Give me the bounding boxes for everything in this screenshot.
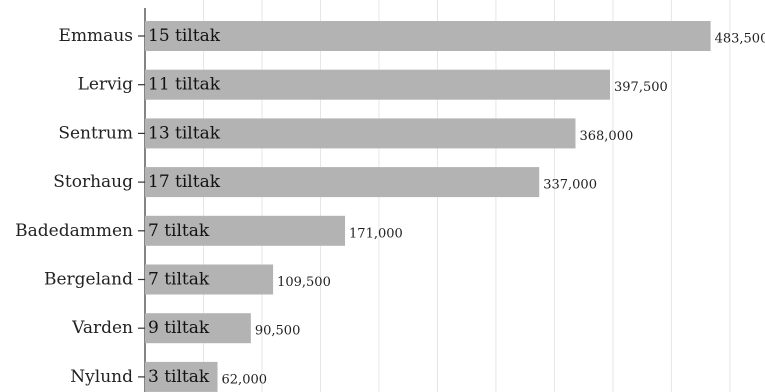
bar-inner-label: 7 tiltak — [148, 221, 210, 241]
bars-group: Emmaus 15 tiltak 483,500 Lervig 11 tiltak 397… — [15, 21, 765, 392]
category-label: Bergeland — [44, 270, 133, 290]
category-label: Badedammen — [15, 221, 133, 241]
bar-inner-label: 15 tiltak — [148, 26, 221, 46]
bar — [145, 118, 576, 149]
bar-inner-label: 9 tiltak — [148, 318, 210, 338]
category-label: Lervig — [78, 75, 134, 95]
category-label: Nylund — [70, 367, 133, 387]
value-label: 483,500 — [715, 32, 765, 47]
value-label: 171,000 — [349, 226, 403, 241]
bar — [145, 313, 251, 344]
bar — [145, 215, 346, 246]
category-label: Emmaus — [59, 26, 133, 46]
category-label: Sentrum — [58, 123, 133, 143]
value-label: 337,000 — [543, 178, 597, 193]
value-label: 90,500 — [255, 324, 301, 339]
bar — [145, 69, 610, 100]
bar — [145, 264, 274, 295]
category-label: Varden — [71, 318, 133, 338]
bar-inner-label: 7 tiltak — [148, 270, 210, 290]
bar — [145, 167, 540, 198]
bar-inner-label: 17 tiltak — [148, 172, 221, 192]
bar — [145, 361, 218, 392]
value-label: 397,500 — [614, 80, 668, 95]
bar-inner-label: 3 tiltak — [148, 367, 210, 387]
bar — [145, 21, 711, 51]
value-label: 368,000 — [579, 129, 633, 144]
bar-inner-label: 11 tiltak — [148, 75, 221, 95]
category-label: Storhaug — [53, 172, 133, 192]
value-label: 62,000 — [222, 372, 268, 387]
bar-inner-label: 13 tiltak — [148, 123, 221, 143]
value-label: 109,500 — [277, 275, 331, 290]
